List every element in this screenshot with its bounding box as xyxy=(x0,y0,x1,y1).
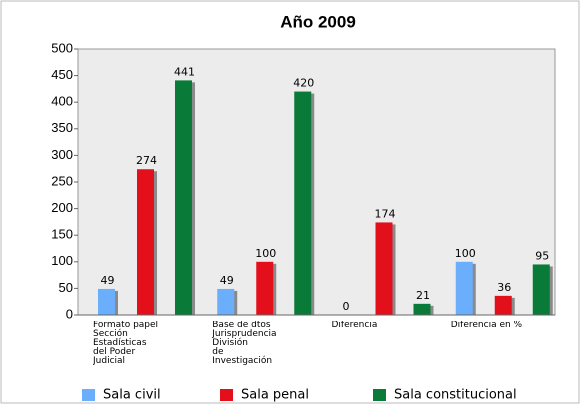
y-tick-label: 350 xyxy=(51,120,73,135)
bar xyxy=(375,222,393,315)
x-tick-label: Formato papel Sección Estadísticas del P… xyxy=(93,321,159,366)
bar xyxy=(532,264,550,315)
legend-swatch xyxy=(373,389,386,401)
data-label: 0 xyxy=(343,300,350,313)
y-tick-label: 200 xyxy=(51,200,73,215)
y-tick-label: 500 xyxy=(51,40,73,55)
x-tick-label-box: Base de dtos Jurisprudencia División de … xyxy=(212,321,277,366)
y-tick-label: 450 xyxy=(51,67,73,82)
y-tick-label: 250 xyxy=(51,173,73,188)
bar xyxy=(455,261,473,315)
bar xyxy=(175,80,192,315)
bar xyxy=(256,261,274,315)
data-label: 100 xyxy=(455,247,476,260)
data-label: 21 xyxy=(416,289,430,302)
x-tick-label: Base de dtos Jurisprudencia División de … xyxy=(212,321,277,366)
legend-label: Sala constitucional xyxy=(394,388,517,403)
bar xyxy=(294,91,312,315)
bar xyxy=(137,169,154,315)
bar xyxy=(98,288,115,315)
data-label: 274 xyxy=(136,154,157,167)
y-tick-label: 400 xyxy=(51,94,73,109)
y-tick-label: 300 xyxy=(51,147,73,162)
legend-swatch xyxy=(220,389,233,401)
data-label: 420 xyxy=(293,77,314,90)
data-label: 36 xyxy=(497,281,511,294)
x-tick-label-box: Formato papel Sección Estadísticas del P… xyxy=(93,321,159,366)
bar xyxy=(217,288,235,315)
y-tick-label: 150 xyxy=(51,227,73,242)
legend-label: Sala penal xyxy=(241,388,309,403)
bar xyxy=(494,295,512,315)
data-label: 174 xyxy=(375,207,396,220)
bar xyxy=(413,303,431,315)
chart-title: Año 2009 xyxy=(280,12,356,31)
x-tick-label: Diferencia xyxy=(331,321,378,330)
data-label: 100 xyxy=(255,247,276,260)
x-tick-label-box: Diferencia en % xyxy=(450,321,523,330)
y-tick-label: 50 xyxy=(59,280,73,295)
legend-label: Sala civil xyxy=(103,388,161,403)
data-label: 441 xyxy=(174,65,195,78)
data-label: 49 xyxy=(220,274,234,287)
legend-swatch xyxy=(82,389,95,401)
data-label: 95 xyxy=(535,249,549,262)
x-tick-label: Diferencia en % xyxy=(450,321,523,330)
x-tick-label-box: Diferencia xyxy=(331,321,378,330)
data-label: 49 xyxy=(101,274,115,287)
y-tick-label: 0 xyxy=(66,306,73,321)
y-tick-label: 100 xyxy=(51,253,73,268)
